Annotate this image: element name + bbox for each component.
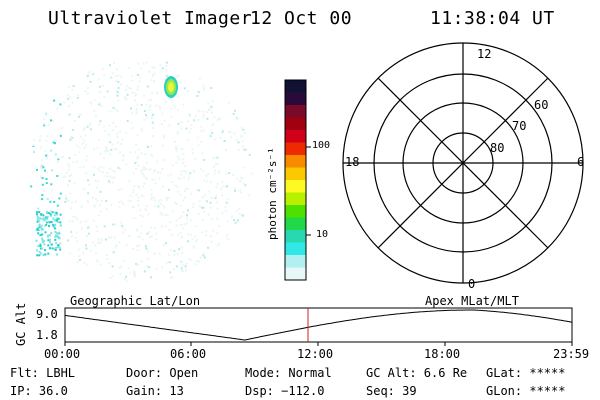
colorbar-band <box>285 92 306 106</box>
colorbar-unit-label: photon cm⁻²s⁻¹ <box>266 147 279 240</box>
mlt-label-12: 12 <box>477 47 492 61</box>
colorbar-band <box>285 217 306 231</box>
date-label: 12 Oct 00 <box>250 8 353 29</box>
timeline-left-label: Geographic Lat/Lon <box>70 294 201 308</box>
colorbar-band <box>285 242 306 256</box>
timeline-right-label: Apex MLat/MLT <box>425 294 519 308</box>
info-dsp: Dsp: −112.0 <box>245 384 325 398</box>
colorbar-band <box>285 142 306 156</box>
colorbar-band <box>285 192 306 206</box>
info-glon: GLon: ***** <box>486 384 566 398</box>
lat-label-60: 60 <box>534 98 549 112</box>
colorbar-band <box>285 255 306 269</box>
colorbar <box>285 80 311 281</box>
instrument-title: Ultraviolet Imager <box>48 8 253 29</box>
grid-diagonal-2 <box>377 77 549 249</box>
colorbar-band <box>285 130 306 144</box>
timeline-y-label: GC Alt <box>14 302 28 346</box>
colorbar-band <box>285 205 306 219</box>
time-tick-0000: 00:00 <box>44 347 81 361</box>
time-tick-1200: 12:00 <box>297 347 334 361</box>
time-label: 11:38:04 UT <box>430 8 555 29</box>
colorbar-band <box>285 155 306 169</box>
colorbar-tick-10: 10 <box>316 229 329 240</box>
mlt-label-0: 0 <box>468 277 476 291</box>
mlt-label-6: 6 <box>577 155 585 169</box>
lat-label-70: 70 <box>512 119 527 133</box>
info-glat: GLat: ***** <box>486 366 566 380</box>
time-tick-0600: 06:00 <box>170 347 207 361</box>
colorbar-band <box>285 180 306 194</box>
info-flt: Flt: LBHL <box>10 366 76 380</box>
info-ip: IP: 36.0 <box>10 384 68 398</box>
timeline-plot <box>64 307 573 346</box>
colorbar-band <box>285 80 306 94</box>
lat-label-80: 80 <box>490 141 505 155</box>
info-mode: Mode: Normal <box>245 366 332 380</box>
timeline-y-min: 1.8 <box>36 328 58 342</box>
polar-grid <box>342 42 584 284</box>
mlt-label-18: 18 <box>345 155 360 169</box>
colorbar-tick-100: 100 <box>312 140 331 151</box>
time-tick-2359: 23:59 <box>553 347 590 361</box>
info-seq: Seq: 39 <box>366 384 417 398</box>
colorbar-band <box>285 230 306 244</box>
info-gc-alt: GC Alt: 6.6 Re <box>366 366 468 380</box>
timeline-y-max: 9.0 <box>36 307 58 321</box>
info-gain: Gain: 13 <box>126 384 184 398</box>
info-door: Door: Open <box>126 366 199 380</box>
colorbar-frame <box>284 79 307 281</box>
altitude-curve <box>64 309 573 341</box>
aurora-image <box>30 61 253 283</box>
colorbar-band <box>285 167 306 181</box>
time-tick-1800: 18:00 <box>424 347 461 361</box>
colorbar-band <box>285 105 306 119</box>
colorbar-band <box>285 267 306 281</box>
colorbar-band <box>285 117 306 131</box>
